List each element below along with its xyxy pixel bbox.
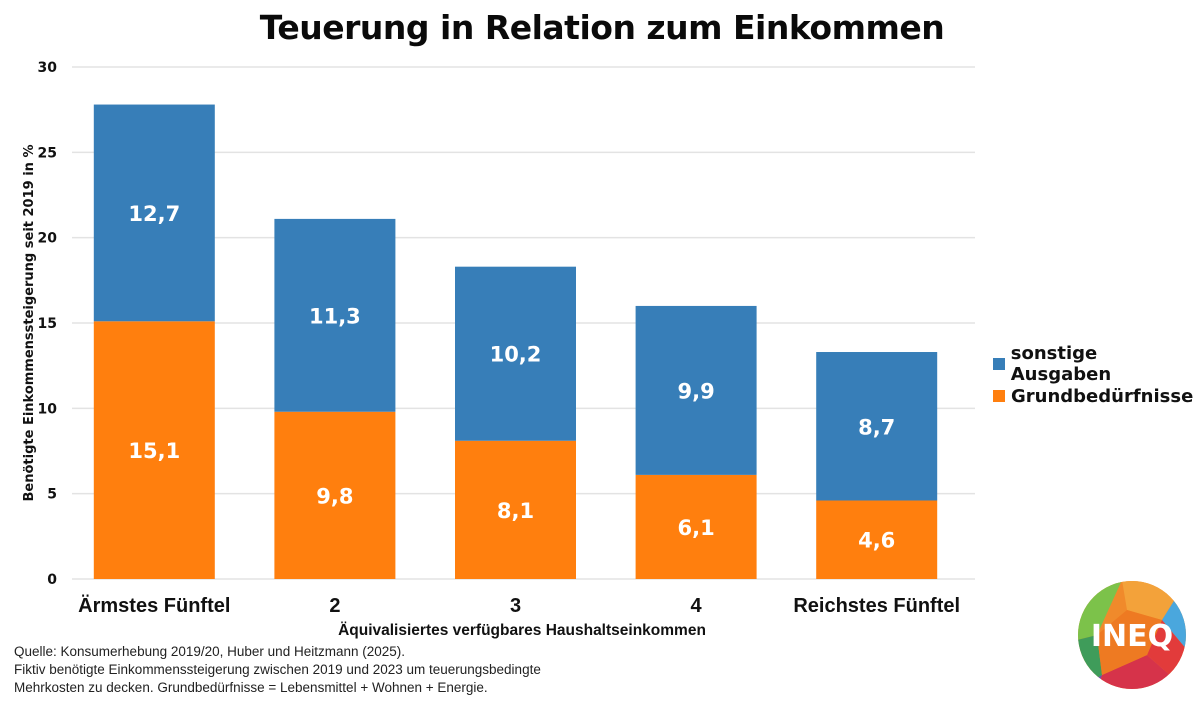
- data-label: 9,8: [316, 484, 353, 508]
- y-tick-label: 25: [38, 145, 57, 161]
- x-tick-labels: Ärmstes Fünftel 2 3 4 Reichstes Fünftel: [78, 594, 960, 617]
- legend-swatch-blue: [993, 358, 1005, 370]
- data-label: 4,6: [858, 529, 895, 553]
- x-axis-label: Äquivalisiertes verfügbares Haushaltsein…: [338, 622, 706, 639]
- legend: sonstige Ausgaben Grundbedürfnisse: [993, 343, 1200, 412]
- data-label: 11,3: [309, 304, 361, 328]
- logo-text: INEQ: [1091, 619, 1173, 654]
- y-tick-label: 10: [38, 401, 58, 417]
- bar-segment: [93, 321, 215, 579]
- data-label: 15,1: [128, 439, 180, 463]
- legend-label: sonstige Ausgaben: [1010, 343, 1112, 385]
- y-tick-label: 20: [38, 231, 58, 247]
- data-label: 10,2: [490, 343, 542, 367]
- y-tick-label: 30: [38, 60, 58, 76]
- legend-item-grundbeduerfnisse: Grundbedürfnisse: [993, 380, 1200, 412]
- bar-segment: [274, 411, 396, 579]
- x-tick-label: Reichstes Fünftel: [793, 595, 960, 617]
- legend-swatch-orange: [993, 390, 1005, 402]
- data-label: 12,7: [128, 202, 180, 226]
- source-note: Quelle: Konsumerhebung 2019/20, Huber un…: [14, 643, 541, 697]
- bar-segment: [274, 218, 396, 412]
- y-axis-label: Benötigte Einkommenssteigerung seit 2019…: [22, 145, 37, 502]
- bar-segment: [816, 352, 938, 501]
- chart-title: Teuerung in Relation zum Einkommen: [259, 8, 945, 47]
- source-line: Fiktiv benötigte Einkommenssteigerung zw…: [14, 662, 541, 677]
- x-tick-label: Ärmstes Fünftel: [78, 594, 230, 617]
- ineq-logo: INEQ: [1078, 581, 1186, 689]
- bar-segment: [816, 500, 938, 579]
- y-tick-label: 15: [38, 316, 57, 332]
- x-tick-label: 2: [329, 595, 340, 617]
- source-line: Quelle: Konsumerhebung 2019/20, Huber un…: [14, 644, 405, 659]
- x-tick-label: 4: [691, 595, 703, 617]
- data-label: 6,1: [677, 516, 714, 540]
- bar-segment: [455, 266, 576, 441]
- bar-segment: [635, 305, 757, 475]
- y-tick-label: 0: [47, 572, 57, 588]
- y-tick-labels: 0 5 10 15 20 25 30: [38, 60, 58, 588]
- source-line: Mehrkosten zu decken. Grundbedürfnisse =…: [14, 680, 488, 695]
- data-label: 8,1: [497, 499, 534, 523]
- bar-segment: [93, 104, 215, 322]
- bar-segment: [635, 474, 757, 579]
- x-tick-label: 3: [510, 595, 521, 617]
- bars: 15,1 12,7 9,8 11,3 8,1 10,2 6,1 9,9 4,6 8,7: [93, 104, 938, 579]
- legend-label: Grundbedürfnisse: [1011, 385, 1194, 407]
- legend-item-sonstige-ausgaben: sonstige Ausgaben: [993, 343, 1200, 385]
- data-label: 9,9: [677, 379, 714, 403]
- data-label: 8,7: [858, 415, 895, 439]
- y-tick-label: 5: [47, 487, 57, 503]
- bar-segment: [455, 440, 576, 579]
